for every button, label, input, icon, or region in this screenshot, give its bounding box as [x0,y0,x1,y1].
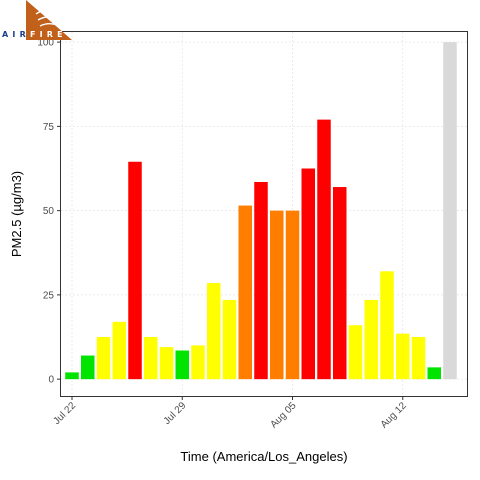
bar [222,299,237,380]
bar [380,271,394,380]
bar [207,283,221,380]
bar [159,347,174,380]
bar [96,337,111,380]
y-tick-label: 50 [43,206,55,217]
bar [65,372,79,380]
bar [364,299,378,380]
bar [301,168,315,380]
y-tick-label: 0 [48,375,54,386]
bar [144,337,158,380]
bar [81,355,95,380]
bar [411,337,426,380]
y-axis-label: PM2.5 (µg/m3) [9,171,24,257]
x-tick-label: Jul 22 [51,400,78,427]
x-tick-label: Aug 12 [379,400,409,430]
x-axis-label: Time (America/Los_Angeles) [180,449,347,464]
logo-text: AIRFIRE [2,30,67,39]
airfire-logo: AIRFIRE [0,0,80,44]
bar [317,119,331,380]
y-tick-label: 75 [43,122,55,133]
bar [112,321,126,380]
bar [175,350,189,380]
x-tick-label: Aug 05 [268,400,298,430]
bar [128,161,142,380]
bar [238,205,252,380]
x-axis: Jul 22 Jul 29 Aug 05 Aug 12 [51,396,409,431]
logo-text-left: AIR [2,30,30,39]
y-axis: 0 25 50 75 100 [37,38,61,386]
bar [396,333,410,380]
y-tick-label: 100 [37,38,54,49]
bar [443,42,457,380]
bar [348,325,363,380]
logo-text-right: FIRE [29,30,67,39]
bar [254,181,268,380]
bar [333,187,347,380]
x-tick-label: Jul 29 [162,400,189,427]
y-tick-label: 25 [43,290,55,301]
bar [191,345,205,380]
bar [270,210,284,380]
bar [285,210,300,380]
bar [427,367,441,380]
bars [65,42,457,380]
